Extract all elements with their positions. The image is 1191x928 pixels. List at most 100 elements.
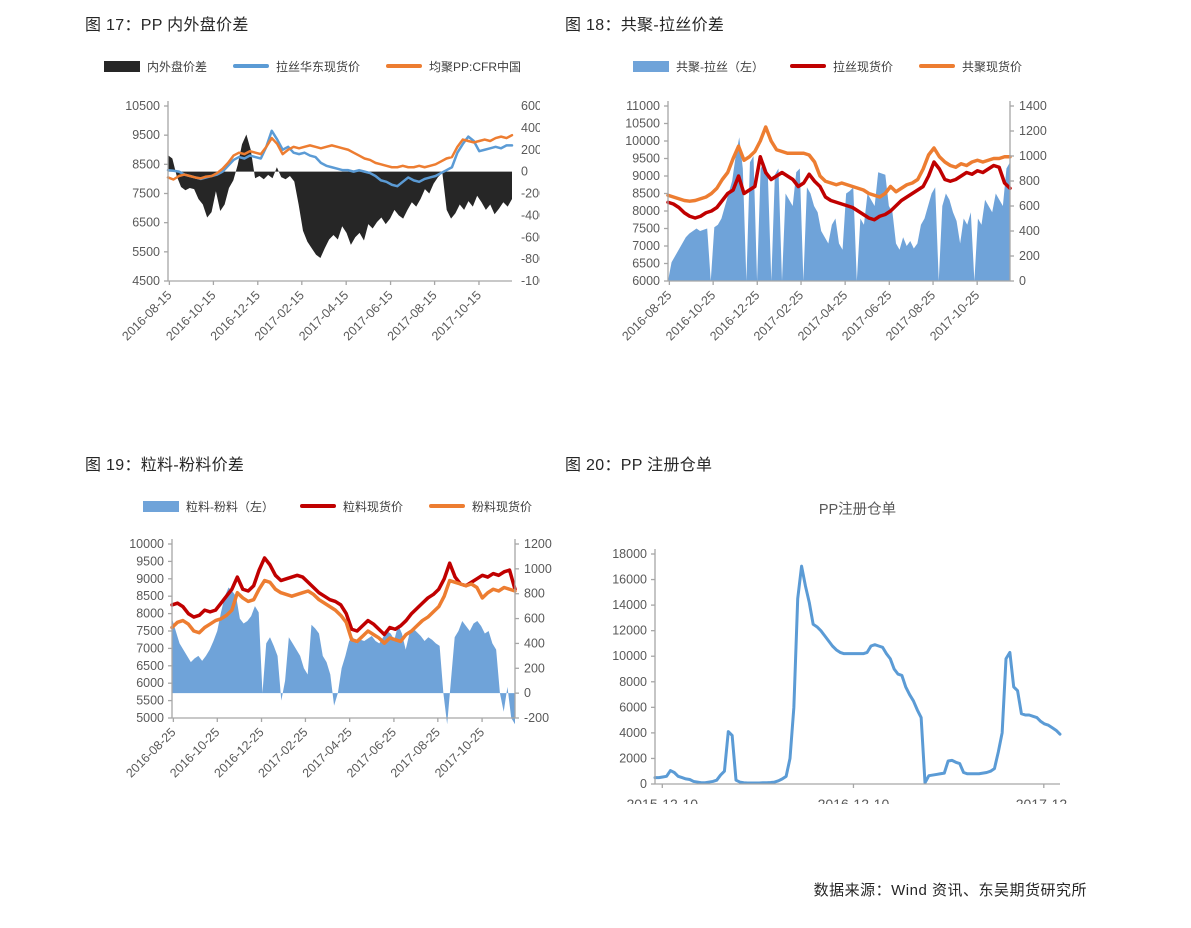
y-axis-tick-label: 4500 [132,274,160,288]
x-axis-tick-label: 2017-12- [1016,796,1072,804]
y-axis-tick-label: 9000 [632,169,660,183]
y-axis-tick-label: 0 [640,777,647,791]
chart-title-fig17: 图 17：PP 内外盘价差 [85,17,249,34]
y-axis-tick-label: 8500 [136,589,164,603]
x-axis-tick-label: 2015-12-10 [626,796,698,804]
y2-axis-tick-label: 200 [1019,249,1040,263]
chart-legend-fig17: 内外盘价差 拉丝华东现货价 均聚PP:CFR中国 [85,58,540,74]
chart-title-fig19: 图 19：粒料-粉料价差 [85,457,245,474]
chart-plot-fig17: 10500 9500 8500 7500 6500 5500 4500 600 400 200 0 -… [119,99,540,343]
y-axis-tick-label: 6500 [632,257,660,271]
legend-label: 内外盘价差 [146,59,207,74]
chart-legend-fig19: 粒料-粉料（左） 粒料现货价 粉料现货价 [85,498,590,514]
y2-axis-tick-label: 400 [521,121,540,135]
y-axis-tick-label: 16000 [612,573,647,587]
y2-axis-tick-label: 1000 [524,562,552,576]
legend-item: 拉丝华东现货价 [232,58,360,75]
y-axis-tick-label: 6000 [632,274,660,288]
legend-label: 拉丝现货价 [832,59,893,74]
legend-label: 粉料现货价 [472,499,533,514]
y-axis-tick-label: 5500 [132,245,160,259]
y-axis-tick-label: 10000 [612,649,647,663]
y-axis-tick-label: 10000 [129,537,164,551]
y-axis-tick-label: 7500 [132,187,160,201]
y-axis-tick-label: 8500 [632,187,660,201]
y-axis-tick-label: 10000 [625,134,660,148]
y-axis-tick-label: 12000 [612,624,647,638]
y2-axis-tick-label: -1000 [521,274,540,288]
legend-item: 均聚PP:CFR中国 [386,58,521,75]
y2-axis-tick-label: 800 [1019,174,1040,188]
y2-axis-tick-label: 1000 [1019,149,1047,163]
y2-axis-tick-label: 0 [524,686,531,700]
y-axis-tick-label: 11000 [626,99,660,113]
legend-line-swatch [386,64,422,68]
y-axis-tick-label: 4000 [619,726,647,740]
series-line [666,155,1012,222]
legend-line-swatch [429,504,465,508]
series-line [166,133,514,181]
legend-item: 粒料现货价 [299,498,403,515]
legend-line-swatch [299,504,336,508]
chart-legend-fig18: 共聚-拉丝（左） 拉丝现货价 共聚现货价 [565,58,1090,74]
y-axis-tick-label: 2000 [619,751,647,765]
y-axis-tick-label: 9500 [132,128,160,142]
chart-plot-fig19: 1000095009000850080007500700065006000550… [123,537,552,780]
legend-line-swatch [789,64,826,68]
legend-label: 均聚PP:CFR中国 [429,59,522,74]
y-axis-tick-label: 6500 [136,659,164,673]
y-axis-tick-label: 7500 [632,222,660,236]
legend-label: 粒料现货价 [342,499,403,514]
legend-label: 粒料-粉料（左） [185,499,274,514]
chart-fig17: 图 17：PP 内外盘价差 内外盘价差 拉丝华东现货价 均聚PP:CFR中国 105… [85,16,540,386]
y2-axis-tick-label: 600 [1019,199,1040,213]
legend-bar-swatch [142,500,179,512]
legend-line-swatch [232,64,269,68]
y-axis-tick-label: 6000 [619,700,647,714]
x-axis-tick-label: 2016-12-10 [818,796,890,804]
y-axis-tick-label: 8000 [632,204,660,218]
y-axis-tick-label: 7000 [136,641,164,655]
chart-title-fig18: 图 18：共聚-拉丝价差 [565,17,725,34]
series-line [170,556,517,637]
y-axis-tick-label: 7000 [632,239,660,253]
legend-bar-swatch [103,60,140,72]
y-axis-tick-label: 9500 [632,152,660,166]
y2-axis-tick-label: 800 [524,587,545,601]
y-axis-tick-label: 14000 [612,598,647,612]
legend-item: 共聚现货价 [919,58,1022,75]
y2-axis-tick-label: -200 [524,711,549,725]
series-line [170,578,517,645]
y-axis-tick-label: 5500 [136,694,164,708]
y-axis-tick-label: 6500 [132,216,160,230]
legend-item: 粒料-粉料（左） [142,498,274,515]
y-axis-tick-label: 8000 [619,675,647,689]
legend-item: 粉料现货价 [429,498,532,515]
chart-inner-title: PP注册仓单 [819,501,896,518]
chart-plot-fig20: PP注册仓单 18000 16000 14000 12000 10000 8000 6000 4… [612,501,1072,804]
series-line [166,129,514,188]
chart-fig19: 图 19：粒料-粉料价差 粒料-粉料（左） 粒料现货价 粉料现货价 10000 950… [85,456,590,826]
y2-axis-tick-label: 600 [524,612,545,626]
series-area [168,134,512,259]
y-axis-tick-label: 10500 [625,117,660,131]
y2-axis-tick-label: -800 [521,252,540,266]
y-axis-tick-label: 5000 [136,711,164,725]
y2-axis-tick-label: 200 [524,661,545,675]
legend-item: 共聚-拉丝（左） [632,58,764,75]
chart-title-fig20: 图 20：PP 注册仓单 [565,457,713,474]
y2-axis-tick-label: -200 [521,187,540,201]
y2-axis-tick-label: -400 [521,208,540,222]
legend-item: 内外盘价差 [103,58,207,75]
series-line [653,564,1062,785]
y2-axis-tick-label: 200 [521,143,540,157]
legend-bar-swatch [632,60,669,72]
chart-fig20: 图 20：PP 注册仓单 PP注册仓单 18000 16000 14000 12000 1… [565,456,1105,804]
y-axis-tick-label: 9500 [136,554,164,568]
legend-label: 共聚现货价 [962,59,1023,74]
series-line [666,125,1012,203]
chart-plot-fig18: 11000 10500 10000 9500 9000 8500 8000 7500 7000 6… [619,99,1047,343]
chart-fig18: 图 18：共聚-拉丝价差 共聚-拉丝（左） 拉丝现货价 共聚现货价 11000 105… [565,16,1090,386]
y-axis-tick-label: 8500 [132,157,160,171]
y2-axis-tick-label: 1200 [1019,124,1047,138]
